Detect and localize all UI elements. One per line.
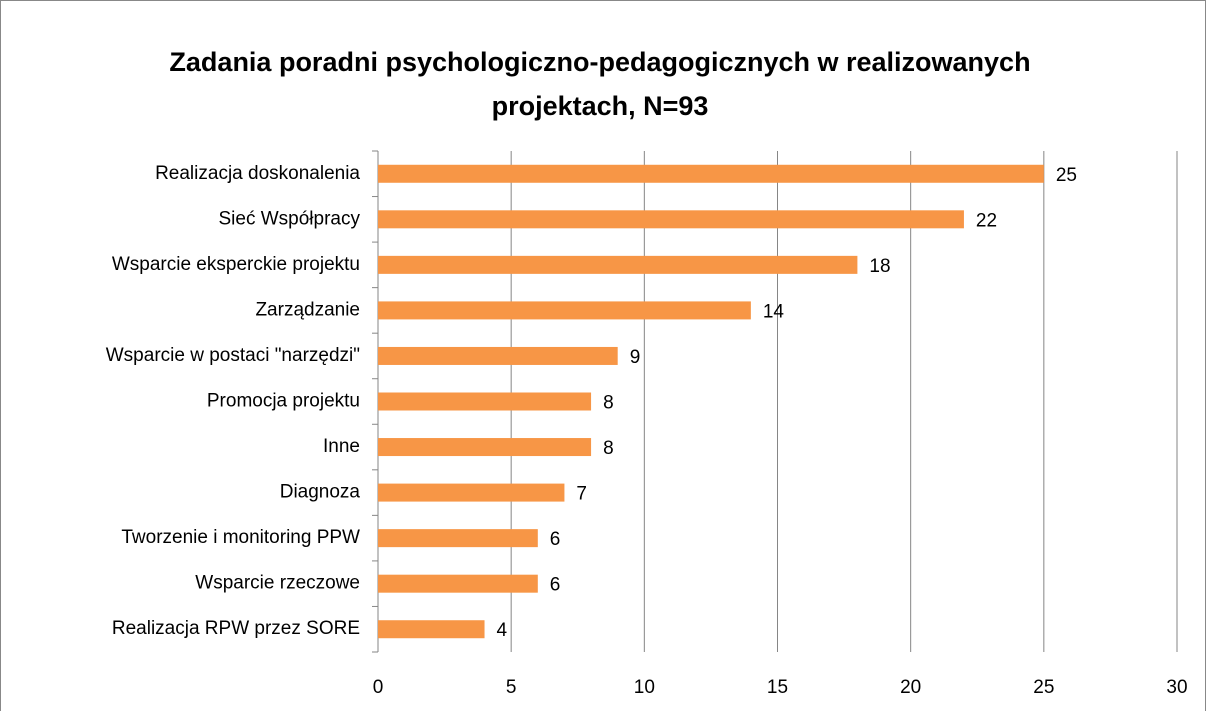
x-tick-label: 10 [634,677,655,698]
data-label: 6 [550,529,561,550]
data-label: 8 [603,393,614,414]
x-tick-label: 15 [767,677,788,698]
x-tick-label: 25 [1033,677,1054,698]
bar [378,620,485,639]
bar [378,483,565,502]
x-tick-label: 20 [900,677,921,698]
bar [378,392,592,411]
data-label: 8 [603,438,614,459]
y-tick-label: Promocja projektu [207,391,360,412]
data-label: 22 [976,210,997,231]
bar [378,255,858,274]
data-label: 18 [869,256,890,277]
data-label: 9 [630,347,641,368]
data-label: 14 [763,301,785,322]
bar [378,529,538,548]
y-tick-label: Zarządzanie [255,299,360,320]
bar [378,301,751,320]
y-tick-label: Diagnoza [280,482,361,503]
x-tick-label: 5 [506,677,517,698]
y-tick-label: Realizacja doskonalenia [155,163,360,184]
y-tick-label: Realizacja RPW przez SORE [112,618,360,639]
bar [378,210,964,229]
chart-title: Zadania poradni psychologiczno-pedagogic… [169,47,1031,121]
y-tick-label: Inne [323,436,360,457]
y-tick-label: Wsparcie rzeczowe [195,573,360,594]
bar [378,438,592,457]
bar [378,164,1044,183]
y-tick-label: Sieć Współpracy [219,208,361,229]
y-tick-label: Wsparcie eksperckie projektu [112,254,360,275]
y-tick-label: Tworzenie i monitoring PPW [121,527,360,548]
data-label: 7 [576,484,587,505]
data-label: 4 [497,620,508,641]
x-tick-label: 0 [373,677,384,698]
data-label: 25 [1056,165,1077,186]
data-label: 6 [550,575,561,596]
bar [378,346,618,365]
x-tick-label: 30 [1166,677,1187,698]
bar [378,574,538,593]
y-tick-label: Wsparcie w postaci "narzędzi" [106,345,360,366]
